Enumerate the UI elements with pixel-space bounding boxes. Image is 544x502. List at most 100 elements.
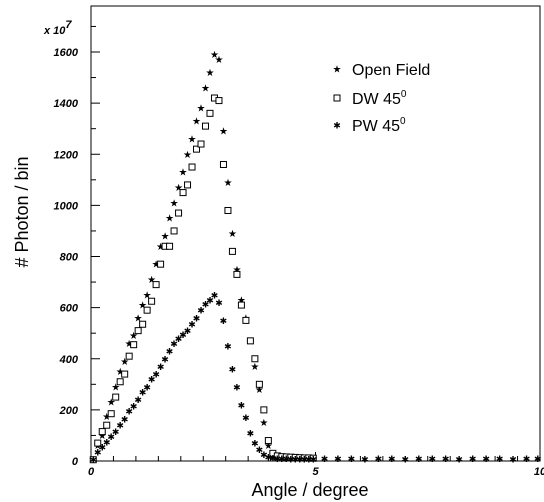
data-point: ✱: [107, 433, 115, 443]
data-point: ✱: [265, 454, 273, 464]
data-point: ★: [214, 55, 223, 66]
data-point: ★: [255, 385, 264, 396]
data-point: ★: [129, 331, 138, 342]
data-point: ✱: [206, 296, 214, 306]
data-point: ✱: [193, 314, 201, 324]
data-point: ✱: [197, 307, 205, 317]
data-point: ★: [134, 313, 143, 324]
data-point: ✱: [388, 455, 396, 465]
data-point: ✱: [98, 443, 106, 453]
data-point: [166, 242, 174, 250]
data-point: [242, 316, 250, 324]
data-point: ★: [111, 382, 120, 393]
legend-label: PW 450: [352, 116, 406, 135]
data-point: ✱: [309, 455, 317, 465]
data-point: ✱: [238, 401, 246, 411]
data-point: [116, 378, 124, 386]
data-point: [157, 260, 165, 268]
plot-area-border: [90, 5, 541, 462]
data-point: ✱: [496, 455, 504, 465]
data-point: ✱: [283, 455, 291, 465]
data-point: ✱: [103, 438, 111, 448]
data-point: ★: [192, 117, 201, 128]
y-axis-ticks: 0 200 400 600 800 1000 1200 1400 1600: [54, 25, 100, 468]
data-point: [148, 297, 156, 305]
data-point: ✱: [534, 455, 542, 465]
data-point: [107, 410, 115, 418]
data-point: [260, 406, 268, 414]
y-tick-label: 200: [59, 405, 79, 417]
legend: ★ Open Field DW 450 ✱ PW 450: [333, 62, 431, 135]
data-point: ★: [179, 168, 188, 179]
data-point: ✱: [292, 455, 300, 465]
data-point: ★: [264, 441, 273, 452]
legend-marker: [333, 94, 341, 102]
data-point: ✱: [523, 455, 531, 465]
data-point: ✱: [305, 455, 313, 465]
y-tick-label: 600: [60, 303, 79, 315]
data-point: ✱: [509, 455, 517, 465]
data-point: [228, 247, 236, 255]
data-point: ✱: [121, 415, 129, 425]
data-point: [219, 160, 227, 168]
data-point: ✱: [143, 383, 151, 393]
data-point: ✱: [179, 331, 187, 341]
data-point: ★: [116, 367, 125, 378]
legend-marker: ★: [333, 65, 342, 76]
y-tick-label: 400: [59, 354, 79, 366]
data-point: ★: [197, 104, 206, 115]
data-point: [255, 380, 263, 388]
data-point: ✱: [287, 455, 295, 465]
data-point: [201, 122, 209, 130]
data-point: ✱: [260, 451, 268, 461]
data-point: ✱: [125, 408, 133, 418]
data-point: ★: [152, 260, 161, 271]
y-multiplier-exp: 7: [65, 19, 72, 31]
data-point: [309, 454, 317, 462]
data-point: [206, 109, 214, 117]
data-point: ★: [98, 431, 107, 442]
y-multiplier-base: x 10: [43, 25, 66, 37]
data-point: ✱: [152, 371, 160, 381]
data-point: ✱: [442, 455, 450, 465]
data-point: ✱: [94, 449, 102, 459]
data-point: ★: [174, 183, 183, 194]
data-point: [121, 370, 129, 378]
data-point: ✱: [402, 455, 410, 465]
data-point: ✱: [184, 327, 192, 337]
data-point: ★: [188, 134, 197, 145]
data-point: ✱: [348, 455, 356, 465]
data-point: ★: [93, 441, 102, 452]
data-point: ✱: [361, 455, 369, 465]
data-point: ★: [259, 418, 268, 429]
data-point: [197, 140, 205, 148]
data-point: [237, 301, 245, 309]
data-point: ★: [237, 295, 246, 306]
data-point: ✱: [116, 422, 124, 432]
x-tick-label: 10: [534, 466, 544, 478]
y-tick-label: 1400: [54, 98, 79, 110]
data-point: ✱: [89, 456, 97, 466]
data-point: [224, 206, 232, 214]
data-point: [188, 163, 196, 171]
data-point: [130, 341, 138, 349]
data-point: ★: [156, 242, 165, 253]
data-point: [89, 456, 97, 464]
data-point: [175, 209, 183, 217]
data-point: ✱: [251, 440, 259, 450]
data-point: ✱: [415, 455, 423, 465]
data-point: ✱: [148, 376, 156, 386]
data-point: ✱: [482, 455, 490, 465]
data-point: ★: [147, 275, 156, 286]
data-point: ★: [165, 214, 174, 225]
data-point: ✱: [233, 383, 241, 393]
data-point: [179, 189, 187, 197]
data-point: ✱: [455, 455, 463, 465]
y-tick-label: 0: [72, 456, 79, 468]
data-point: ✱: [157, 363, 165, 373]
data-point: ✱: [161, 355, 169, 365]
data-point: [170, 227, 178, 235]
data-point: [94, 439, 102, 447]
data-point: ★: [228, 229, 237, 240]
data-point: [215, 97, 223, 105]
